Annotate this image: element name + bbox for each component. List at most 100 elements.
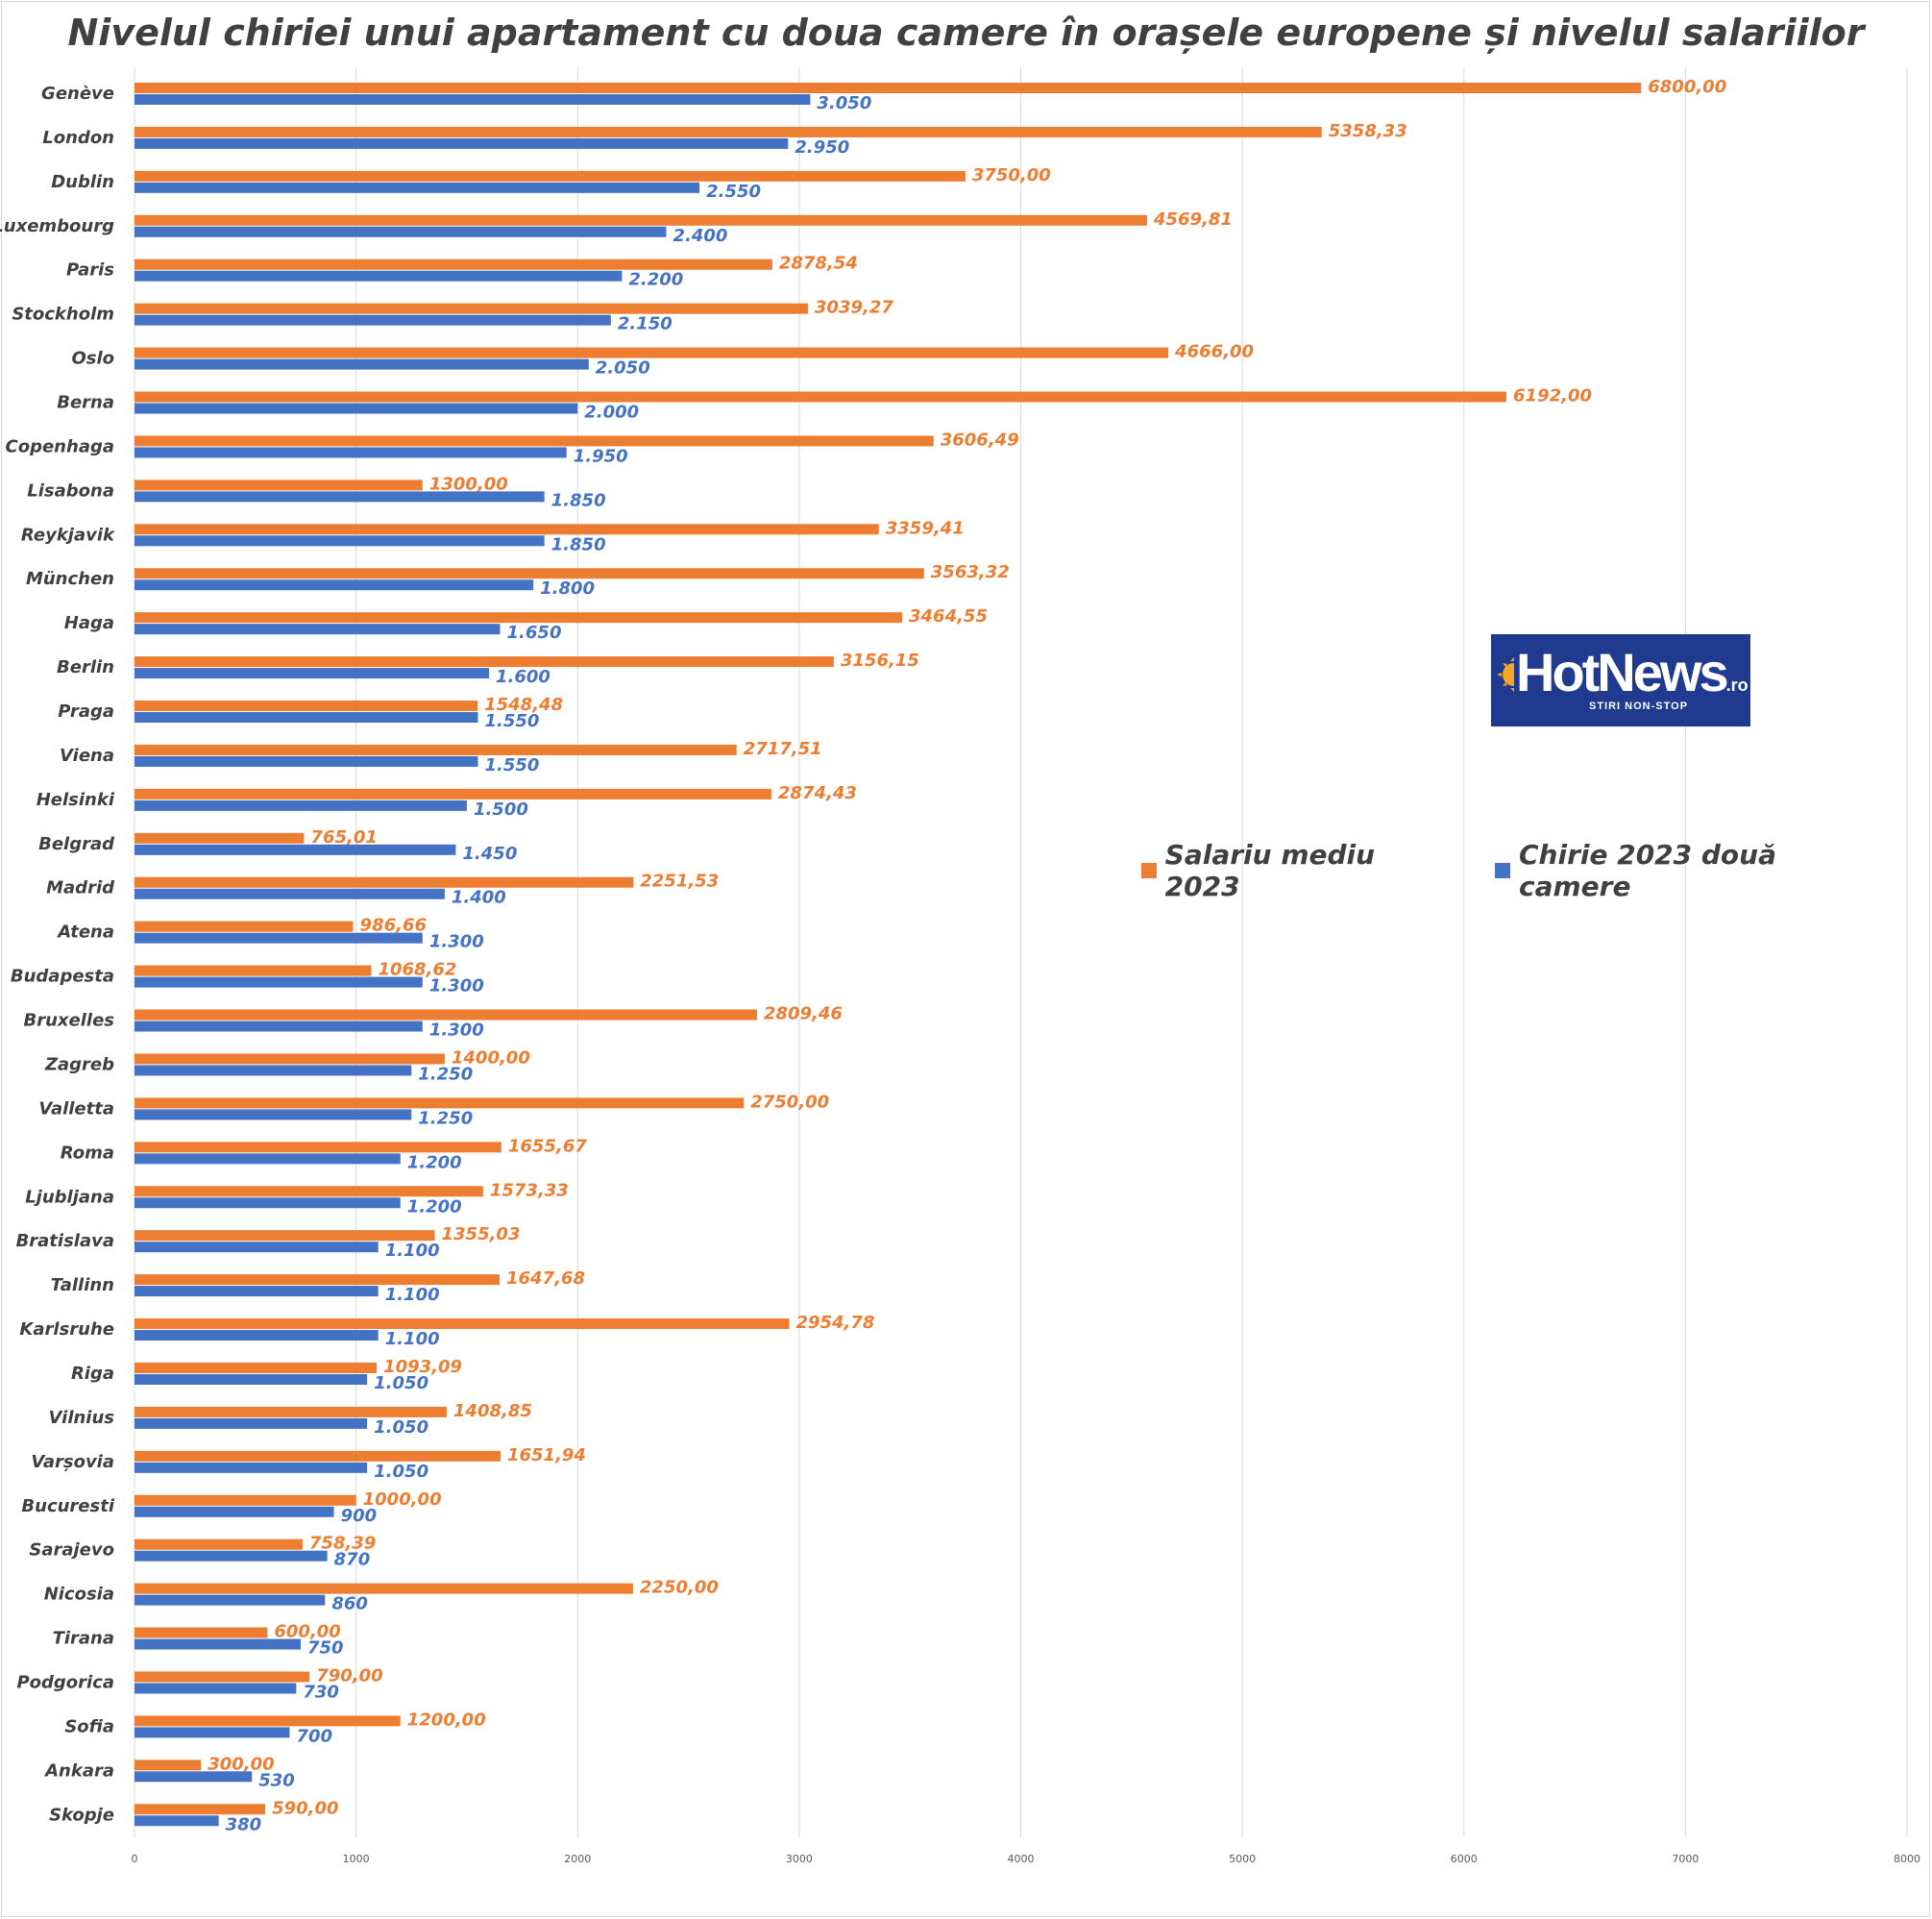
logo-name: HotNews — [1516, 642, 1729, 702]
rent-bar — [135, 1771, 253, 1783]
legend: Salariu mediu 2023 Chirie 2023 două came… — [1141, 839, 1932, 902]
category-label: Berna — [57, 393, 114, 413]
salary-data-label: 5358,33 — [1329, 121, 1407, 141]
rent-bar — [135, 932, 423, 944]
x-tick-label: 4000 — [1008, 1853, 1035, 1865]
rent-bar — [135, 712, 478, 724]
category-label: Riga — [71, 1364, 114, 1384]
category-label: Roma — [61, 1143, 114, 1163]
salary-data-label: 3156,15 — [841, 651, 919, 671]
rent-data-label: 860 — [331, 1594, 368, 1614]
salary-bar — [135, 1671, 310, 1683]
rent-data-label: 1.100 — [385, 1285, 440, 1305]
rent-data-label: 1.250 — [418, 1064, 473, 1084]
salary-data-label: 1573,33 — [490, 1180, 569, 1200]
salary-data-label: 3750,00 — [972, 165, 1051, 185]
category-label: Podgorica — [16, 1672, 114, 1692]
salary-bar — [135, 788, 771, 800]
rent-data-label: 1.850 — [551, 534, 606, 554]
category-label: Bucuresti — [21, 1496, 114, 1516]
rent-data-label: 2.150 — [618, 314, 673, 334]
salary-data-label: 3606,49 — [941, 430, 1019, 450]
salary-data-label: 1651,94 — [507, 1445, 586, 1465]
salary-bar — [135, 1450, 501, 1462]
category-label: Sofia — [64, 1716, 114, 1736]
salary-bar — [135, 1097, 745, 1109]
salary-data-label: 2250,00 — [640, 1578, 719, 1598]
salary-data-label: 1200,00 — [407, 1710, 486, 1730]
salary-bar — [135, 1142, 501, 1153]
salary-bar — [135, 1715, 401, 1727]
category-label: Helsinki — [37, 790, 115, 810]
salary-data-label: 3563,32 — [931, 562, 1010, 582]
rent-bar — [135, 447, 567, 458]
rent-bar — [135, 314, 611, 326]
category-label: Nicosia — [44, 1585, 114, 1605]
legend-item-salary: Salariu mediu 2023 — [1141, 839, 1453, 902]
category-label: Varșovia — [31, 1452, 114, 1472]
category-label: Valletta — [38, 1098, 114, 1119]
rent-data-label: 2.400 — [673, 226, 728, 246]
salary-data-label: 1355,03 — [442, 1224, 521, 1244]
category-label: Bruxelles — [24, 1011, 115, 1031]
rent-bar — [135, 800, 467, 811]
category-label: München — [26, 569, 114, 589]
rent-data-label: 1.800 — [540, 578, 595, 599]
salary-data-label: 986,66 — [360, 916, 427, 936]
salary-bar — [135, 1009, 757, 1021]
category-label: Oslo — [71, 349, 114, 369]
salary-bar — [135, 832, 305, 844]
salary-bar — [135, 744, 737, 755]
salary-bar — [135, 1318, 790, 1330]
rent-data-label: 1.050 — [374, 1373, 428, 1393]
salary-bar — [135, 1274, 500, 1286]
category-label: Lisabona — [27, 480, 114, 501]
rent-bar — [135, 844, 456, 855]
rent-data-label: 3.050 — [817, 93, 871, 113]
rent-bar — [135, 358, 589, 370]
rent-data-label: 1.300 — [429, 976, 484, 996]
rent-bar — [135, 1330, 379, 1341]
rent-bar — [135, 1550, 328, 1562]
salary-data-label: 1093,09 — [383, 1357, 462, 1377]
salary-bar — [135, 1362, 378, 1373]
category-label: Karlsruhe — [19, 1319, 114, 1340]
salary-data-label: 2251,53 — [640, 872, 719, 892]
rent-bar — [135, 1109, 412, 1120]
category-label: London — [42, 128, 114, 148]
rent-bar — [135, 1286, 379, 1297]
x-tick-label: 2000 — [564, 1853, 591, 1865]
rent-bar — [135, 1683, 297, 1694]
salary-data-label: 3039,27 — [815, 298, 893, 318]
x-tick-label: 3000 — [786, 1853, 813, 1865]
salary-data-label: 2874,43 — [778, 783, 857, 803]
rent-bar — [135, 1462, 368, 1473]
category-label: Stockholm — [12, 305, 114, 325]
salary-data-label: 1647,68 — [506, 1268, 585, 1289]
logo-tagline: STIRI NON-STOP — [1589, 701, 1689, 712]
salary-data-label: 758,39 — [309, 1534, 376, 1554]
salary-bar — [135, 347, 1169, 358]
rent-bar — [135, 624, 501, 635]
hotnews-logo: HotNews.ro STIRI NON-STOP — [1491, 634, 1750, 726]
salary-bar — [135, 1583, 633, 1594]
salary-bar — [135, 876, 634, 888]
salary-bar — [135, 1186, 483, 1197]
rent-data-label: 1.550 — [484, 755, 539, 775]
category-label: Luxembourg — [0, 216, 114, 236]
rent-data-label: 1.050 — [374, 1462, 428, 1482]
salary-data-label: 3464,55 — [909, 606, 988, 627]
rent-bar — [135, 1373, 368, 1385]
legend-item-rent: Chirie 2023 două camere — [1495, 839, 1890, 902]
salary-data-label: 1000,00 — [363, 1489, 442, 1510]
rent-data-label: 1.100 — [385, 1241, 440, 1261]
x-tick-label: 6000 — [1451, 1853, 1478, 1865]
salary-data-label: 300,00 — [208, 1754, 274, 1774]
rent-data-label: 2.550 — [706, 182, 761, 202]
category-label: Genève — [41, 84, 114, 104]
category-label: Sarajevo — [29, 1540, 114, 1561]
category-label: Budapesta — [11, 967, 114, 987]
salary-bar — [135, 126, 1322, 137]
x-tick-label: 1000 — [343, 1853, 370, 1865]
